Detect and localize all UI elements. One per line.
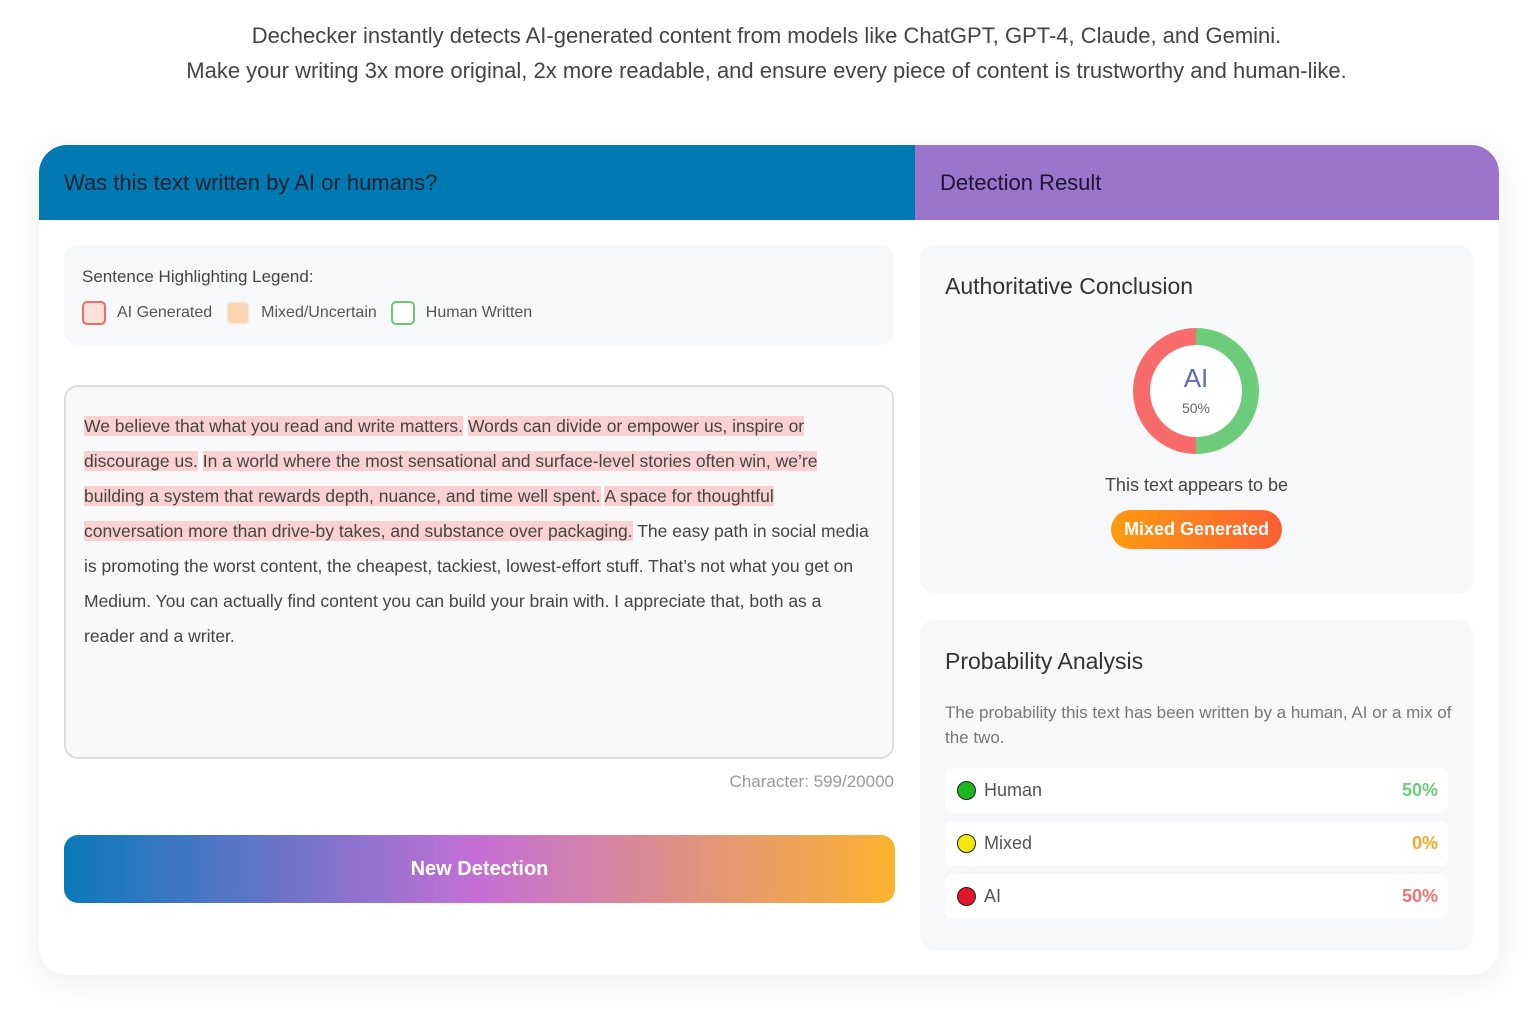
status-dot-icon [957,834,976,853]
highlight-legend: Sentence Highlighting Legend: AI Generat… [64,245,894,345]
appears-text: This text appears to be [1104,475,1289,495]
legend-item: Human Written [390,301,533,325]
legend-label: Human Written [425,304,533,321]
legend-item: AI Generated [82,301,212,325]
legend-swatch-icon [390,301,415,325]
intro-line-1: Dechecker instantly detects AI-generated… [251,23,1282,48]
donut-center: AI 50% [1150,345,1242,437]
intro-line-2: Make your writing 3x more original, 2x m… [186,58,1347,83]
legend-label: AI Generated [117,304,213,321]
legend-title: Sentence Highlighting Legend: [82,267,314,286]
new-detection-button[interactable]: New Detection [64,835,895,903]
row-percent: 50% [1401,780,1438,800]
row-label: AI [984,886,1002,906]
donut-label: AI [1183,363,1209,393]
probability-row-mixed: Mixed 0% [945,821,1448,866]
probability-title: Probability Analysis [945,648,1144,674]
donut-percent: 50% [1181,400,1211,416]
probability-rows: Human 50% Mixed 0% AI 50% [945,768,1448,927]
legend-item: Mixed/Uncertain [226,301,377,325]
probability-description: The probability this text has been writt… [945,703,1452,747]
probability-panel: Probability Analysis The probability thi… [920,620,1473,950]
row-label: Mixed [984,833,1033,853]
detector-card: Was this text written by AI or humans? D… [39,145,1499,975]
plain-sentence: The easy path in social media is promoti… [84,521,869,646]
status-dot-icon [957,781,976,800]
conclusion-title: Authoritative Conclusion [945,273,1194,299]
ai-highlighted-sentence: We believe that what you read and write … [84,416,464,436]
legend-swatch-icon [82,301,106,325]
character-count: Character: 599/20000 [729,772,894,791]
legend-items: AI Generated Mixed/Uncertain Human Written [82,301,876,325]
conclusion-panel: Authoritative Conclusion AI 50% This tex… [920,245,1473,593]
text-input[interactable]: We believe that what you read and write … [64,385,894,759]
input-header: Was this text written by AI or humans? [39,145,915,220]
verdict-badge: Mixed Generated [1111,510,1282,549]
status-dot-icon [957,887,976,906]
legend-swatch-icon [226,301,251,325]
row-label: Human [984,780,1043,800]
result-donut-chart: AI 50% [1133,328,1259,454]
probability-row-human: Human 50% [945,768,1448,813]
legend-label: Mixed/Uncertain [261,304,377,321]
intro-text: Dechecker instantly detects AI-generated… [0,18,1533,88]
probability-row-ai: AI 50% [945,874,1448,919]
row-percent: 50% [1401,886,1438,906]
result-header: Detection Result [915,145,1499,220]
row-percent: 0% [1411,833,1438,853]
